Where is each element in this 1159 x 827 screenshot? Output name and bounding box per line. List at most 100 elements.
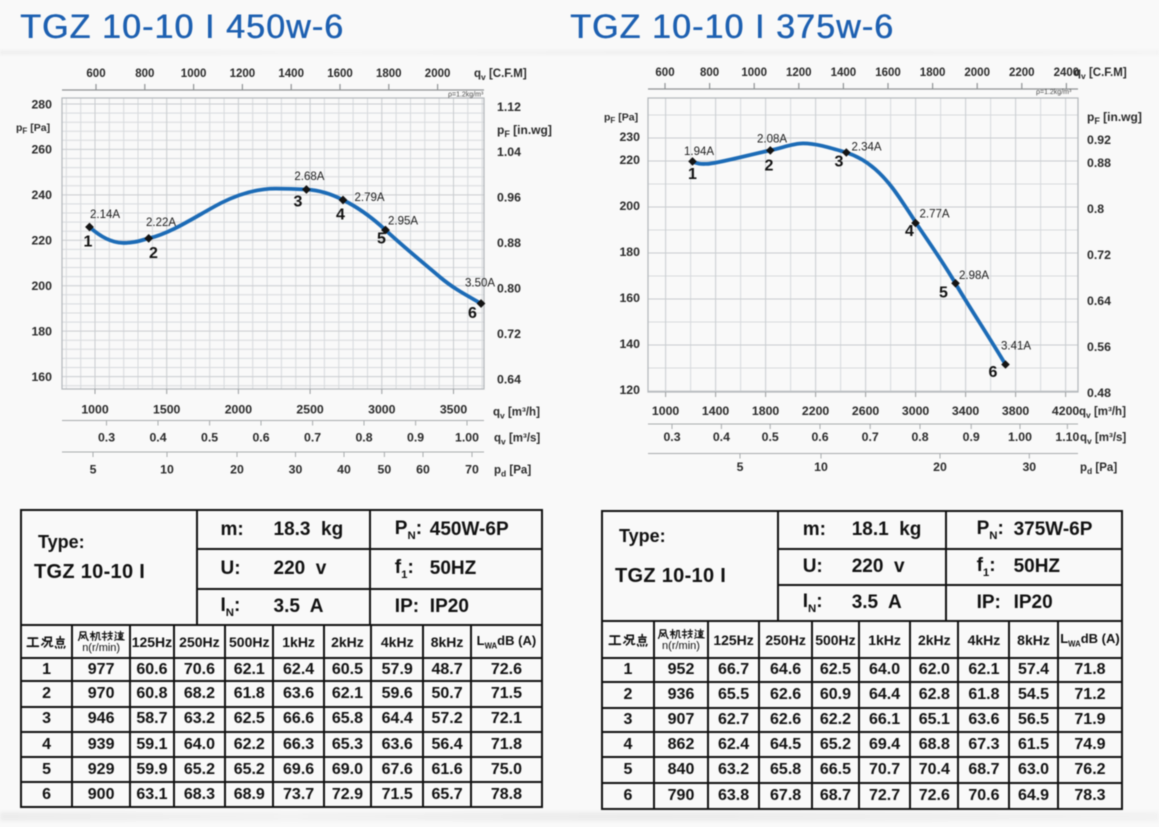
svg-text:2000: 2000 [225, 403, 253, 417]
svg-text:600: 600 [86, 68, 105, 80]
svg-text:220: 220 [31, 234, 52, 248]
svg-text:3000: 3000 [368, 403, 396, 417]
svg-text:0.7: 0.7 [862, 430, 879, 444]
svg-text:2.79A: 2.79A [355, 192, 385, 204]
svg-text:3.50A: 3.50A [465, 278, 495, 290]
svg-text:1: 1 [84, 234, 93, 251]
svg-text:1400: 1400 [702, 404, 730, 418]
svg-text:20: 20 [230, 463, 244, 477]
svg-text:40: 40 [337, 463, 351, 477]
svg-text:0.80: 0.80 [497, 282, 521, 296]
svg-text:50: 50 [378, 463, 392, 477]
svg-text:qv [m³/h]: qv [m³/h] [493, 407, 540, 421]
svg-text:2.95A: 2.95A [388, 216, 418, 228]
svg-text:1000: 1000 [181, 68, 207, 80]
svg-text:70: 70 [465, 463, 479, 477]
svg-text:1500: 1500 [153, 403, 181, 417]
svg-text:60: 60 [416, 463, 430, 477]
svg-text:0.4: 0.4 [149, 431, 166, 445]
svg-text:1000: 1000 [741, 67, 767, 79]
svg-text:240: 240 [31, 188, 52, 202]
svg-text:280: 280 [31, 97, 52, 111]
svg-text:2.34A: 2.34A [852, 142, 882, 154]
svg-text:qv [C.F.M]: qv [C.F.M] [474, 68, 527, 82]
svg-text:4: 4 [905, 223, 914, 240]
svg-text:1800: 1800 [752, 404, 780, 418]
svg-text:4: 4 [336, 207, 345, 224]
svg-text:30: 30 [289, 463, 303, 477]
svg-text:3000: 3000 [902, 404, 930, 418]
svg-text:6: 6 [468, 305, 477, 322]
svg-text:2.68A: 2.68A [294, 171, 324, 183]
svg-text:3: 3 [294, 194, 303, 211]
svg-text:1.12: 1.12 [497, 100, 521, 114]
svg-text:2.98A: 2.98A [959, 270, 989, 282]
svg-text:3.41A: 3.41A [1001, 341, 1031, 353]
svg-text:1.94A: 1.94A [684, 146, 714, 158]
svg-text:0.8: 0.8 [911, 430, 928, 444]
svg-text:ρ=1.2kg/m³: ρ=1.2kg/m³ [1036, 89, 1072, 96]
svg-text:0.96: 0.96 [497, 191, 521, 205]
svg-text:20: 20 [933, 460, 947, 474]
svg-text:0.7: 0.7 [304, 431, 321, 445]
svg-text:2.14A: 2.14A [90, 209, 120, 221]
svg-text:0.72: 0.72 [497, 327, 521, 341]
svg-text:pd [Pa]: pd [Pa] [1080, 462, 1117, 476]
svg-text:0.72: 0.72 [1087, 248, 1111, 262]
svg-text:5: 5 [737, 460, 744, 474]
svg-text:800: 800 [700, 67, 719, 79]
svg-text:3400: 3400 [952, 404, 980, 418]
svg-text:6: 6 [989, 364, 998, 381]
svg-text:10: 10 [160, 463, 174, 477]
svg-text:0.56: 0.56 [1087, 340, 1111, 354]
svg-text:3800: 3800 [1002, 404, 1030, 418]
svg-text:qv [m³/s]: qv [m³/s] [1080, 432, 1126, 446]
svg-text:0.8: 0.8 [1087, 202, 1104, 216]
svg-text:0.88: 0.88 [1087, 156, 1111, 170]
svg-text:3: 3 [835, 154, 844, 171]
svg-text:0.8: 0.8 [355, 431, 372, 445]
svg-text:2000: 2000 [964, 67, 990, 79]
svg-text:ρ=1.2kg/m³: ρ=1.2kg/m³ [448, 92, 484, 99]
svg-text:230: 230 [619, 130, 640, 144]
svg-text:2.22A: 2.22A [146, 217, 176, 229]
svg-text:5: 5 [90, 463, 97, 477]
svg-text:pF [in.wg]: pF [in.wg] [497, 123, 552, 139]
svg-text:1000: 1000 [81, 403, 109, 417]
svg-text:220: 220 [619, 153, 640, 167]
svg-text:0.88: 0.88 [497, 236, 521, 250]
svg-text:0.92: 0.92 [1087, 133, 1111, 147]
svg-text:2.77A: 2.77A [920, 209, 950, 221]
svg-text:0.5: 0.5 [762, 430, 779, 444]
svg-text:1.04: 1.04 [497, 145, 521, 159]
svg-text:0.3: 0.3 [663, 430, 680, 444]
svg-text:0.5: 0.5 [201, 431, 218, 445]
svg-text:10: 10 [814, 460, 828, 474]
svg-text:1800: 1800 [376, 68, 402, 80]
svg-text:0.9: 0.9 [963, 430, 980, 444]
svg-text:1400: 1400 [278, 68, 304, 80]
svg-text:120: 120 [619, 383, 640, 397]
svg-text:0.48: 0.48 [1087, 386, 1111, 400]
svg-text:1: 1 [688, 166, 697, 183]
svg-text:260: 260 [31, 143, 52, 157]
svg-text:600: 600 [655, 67, 674, 79]
svg-text:5: 5 [377, 231, 386, 248]
svg-text:4200: 4200 [1052, 404, 1080, 418]
svg-text:2400: 2400 [1054, 67, 1080, 79]
svg-text:180: 180 [31, 324, 52, 338]
svg-text:180: 180 [619, 245, 640, 259]
svg-text:200: 200 [619, 199, 640, 213]
svg-text:2600: 2600 [852, 404, 880, 418]
svg-text:2200: 2200 [1009, 67, 1035, 79]
svg-text:160: 160 [31, 370, 52, 384]
svg-text:2: 2 [149, 245, 158, 262]
svg-text:0.4: 0.4 [713, 430, 730, 444]
svg-text:1.00: 1.00 [455, 431, 479, 445]
svg-text:2200: 2200 [802, 404, 830, 418]
svg-text:qv [C.F.M]: qv [C.F.M] [1074, 67, 1127, 81]
svg-text:3500: 3500 [440, 403, 468, 417]
svg-text:0.64: 0.64 [1087, 294, 1111, 308]
svg-text:pF [in.wg]: pF [in.wg] [1087, 110, 1142, 126]
svg-text:1.10: 1.10 [1055, 430, 1079, 444]
